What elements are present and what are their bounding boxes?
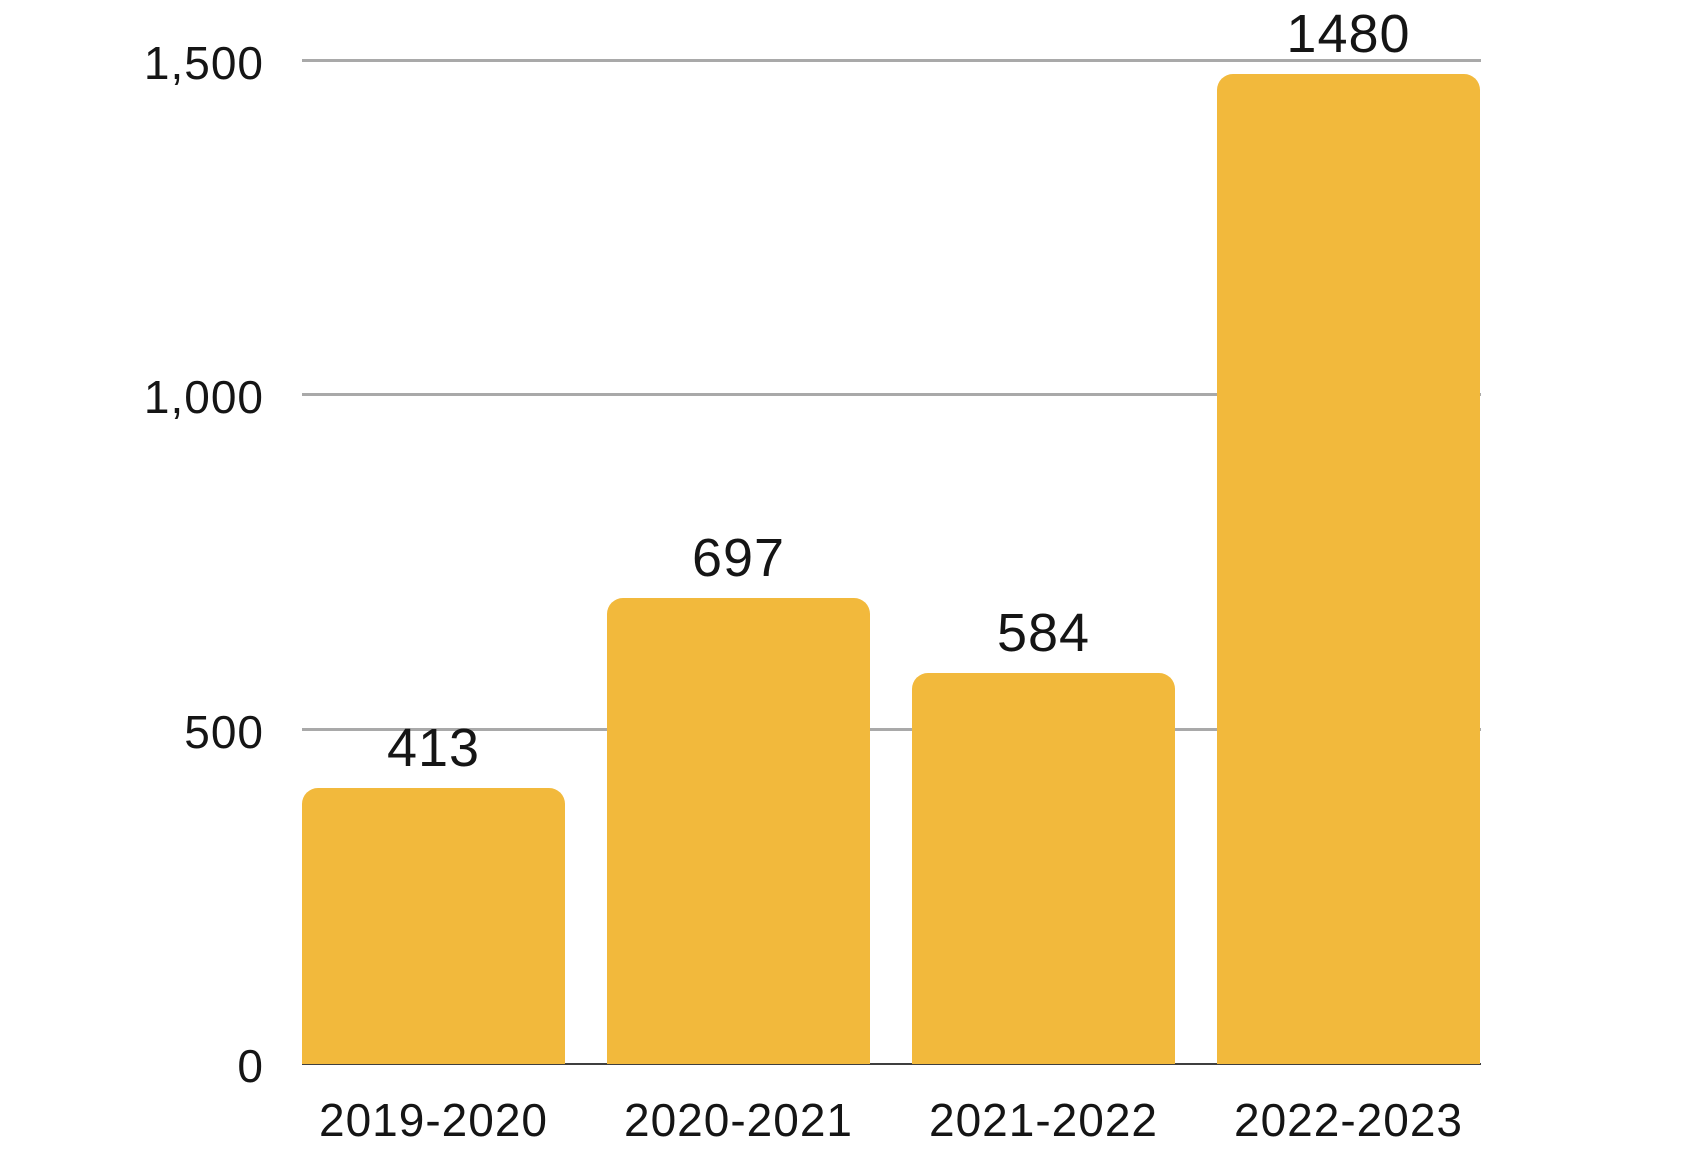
value-label: 1480 — [1286, 4, 1411, 64]
x-axis-label: 2022-2023 — [1234, 1094, 1463, 1146]
value-label: 697 — [691, 528, 786, 588]
gridline-1500 — [302, 59, 1481, 62]
value-label: 413 — [386, 718, 481, 778]
gridline-500 — [302, 728, 1481, 731]
value-label: 584 — [996, 603, 1091, 663]
x-axis-label: 2021-2022 — [929, 1094, 1158, 1146]
bar-2021-2022 — [912, 673, 1175, 1064]
x-axis-line — [302, 1063, 1481, 1065]
x-axis-label: 2020-2021 — [624, 1094, 853, 1146]
y-tick-label: 0 — [237, 1040, 264, 1092]
bar-2020-2021 — [607, 598, 870, 1064]
gridline-1000 — [302, 393, 1481, 396]
y-tick-label: 1,500 — [143, 37, 264, 89]
bar-2022-2023 — [1217, 74, 1480, 1064]
y-tick-label: 1,000 — [143, 371, 264, 423]
y-tick-label: 500 — [184, 706, 264, 758]
bar-2019-2020 — [302, 788, 565, 1064]
x-axis-label: 2019-2020 — [319, 1094, 548, 1146]
